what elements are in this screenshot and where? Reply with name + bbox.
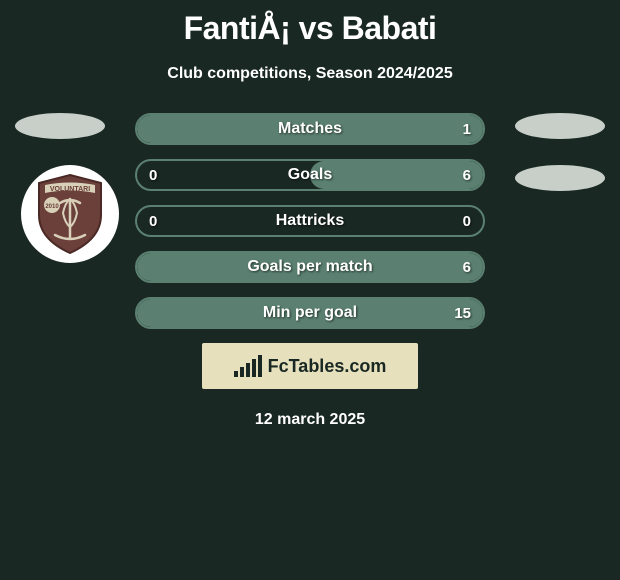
svg-text:2010: 2010 [45, 204, 59, 210]
stat-label: Goals [288, 166, 332, 184]
stat-fill [310, 161, 483, 189]
stat-label: Hattricks [276, 212, 344, 230]
player-oval-right-2 [515, 165, 605, 191]
page-subtitle: Club competitions, Season 2024/2025 [0, 65, 620, 83]
logo-bars-icon [234, 355, 262, 377]
club-shield-icon: VOLUNTARI 2010 [35, 173, 105, 255]
logo-bar [252, 359, 256, 377]
page-title: FantiÅ¡ vs Babati [0, 0, 620, 47]
fctables-logo: FcTables.com [202, 343, 418, 389]
stats-area: VOLUNTARI 2010 Matches 1 0 Goals 6 0 Hattricks… [0, 113, 620, 329]
logo-text: FcTables.com [268, 356, 387, 377]
stat-row: Min per goal 15 [135, 297, 485, 329]
stat-value-right: 15 [454, 305, 471, 322]
logo-bar [240, 367, 244, 377]
logo-bar [246, 363, 250, 377]
stat-value-right: 0 [463, 213, 471, 230]
stat-row: Goals per match 6 [135, 251, 485, 283]
player-oval-right-1 [515, 113, 605, 139]
club-badge: VOLUNTARI 2010 [21, 165, 119, 263]
stat-row: Matches 1 [135, 113, 485, 145]
stat-label: Min per goal [263, 304, 357, 322]
logo-bar [258, 355, 262, 377]
logo-bar [234, 371, 238, 377]
player-oval-left-1 [15, 113, 105, 139]
svg-text:VOLUNTARI: VOLUNTARI [50, 186, 90, 193]
stat-row: 0 Hattricks 0 [135, 205, 485, 237]
stat-label: Matches [278, 120, 342, 138]
stat-value-left: 0 [149, 213, 157, 230]
stat-row: 0 Goals 6 [135, 159, 485, 191]
stat-label: Goals per match [247, 258, 372, 276]
stat-rows: Matches 1 0 Goals 6 0 Hattricks 0 Goals per matc… [135, 113, 485, 329]
footer-date: 12 march 2025 [0, 411, 620, 429]
stat-value-right: 6 [463, 167, 471, 184]
stat-value-right: 1 [463, 121, 471, 138]
stat-value-right: 6 [463, 259, 471, 276]
stat-value-left: 0 [149, 167, 157, 184]
